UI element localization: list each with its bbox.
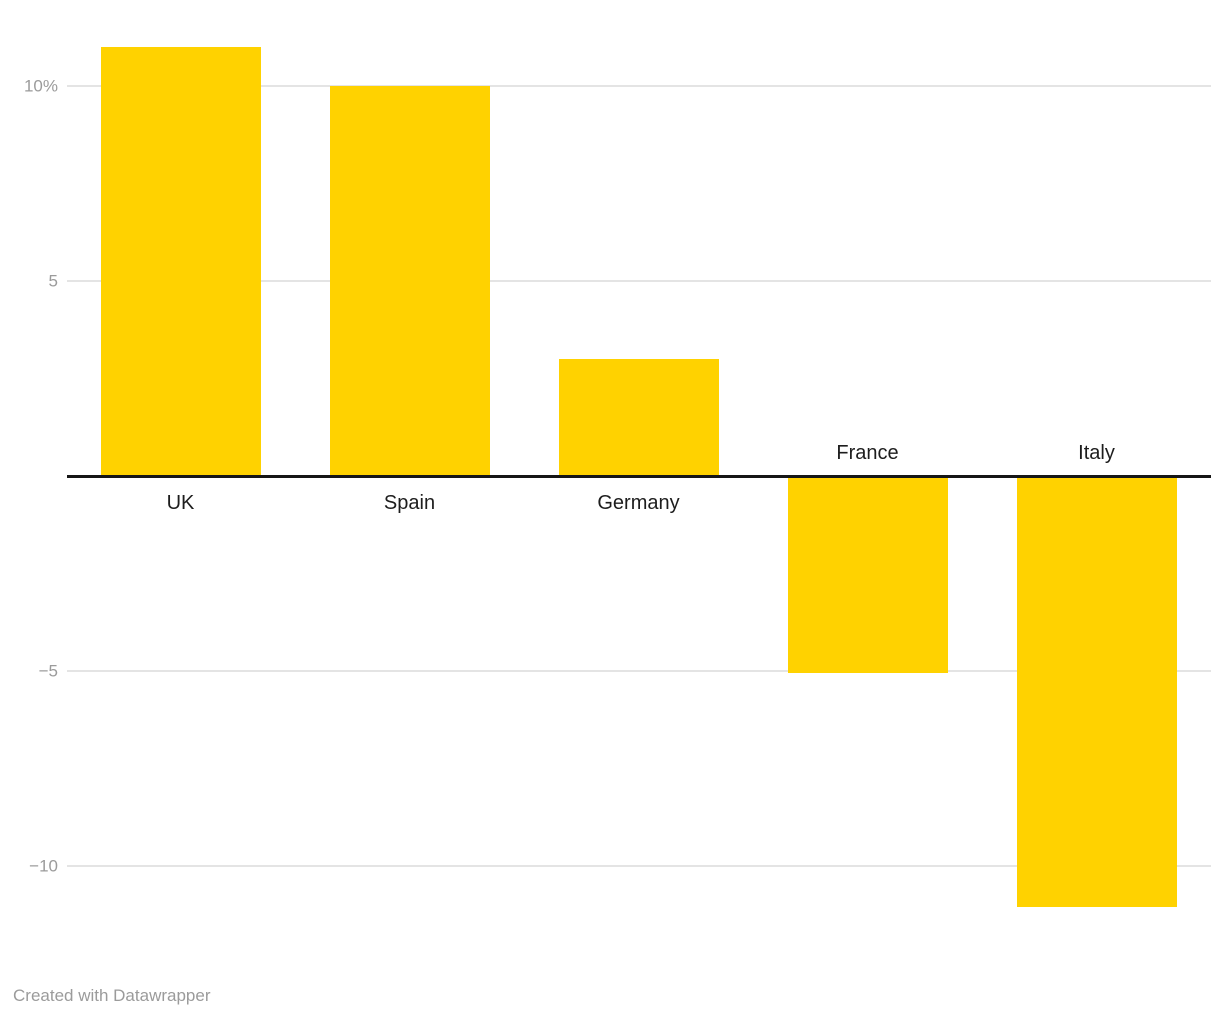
datawrapper-credit-link[interactable]: Created with Datawrapper [13,986,211,1005]
category-label-france: France [836,442,899,464]
bar-spain [329,86,490,475]
y-tick-label: 10% [23,76,58,96]
category-label-italy: Italy [1078,442,1115,464]
category-label-uk: UK [166,492,195,514]
category-label-germany: Germany [597,492,680,514]
gridline-y-10 [67,85,1211,87]
category-label-spain: Spain [383,492,436,514]
bar-italy [1016,477,1177,907]
y-tick-label: −5 [38,661,58,681]
bar-germany [558,359,719,475]
y-tick-label: −10 [29,856,58,876]
bar-uk [100,47,261,475]
gridline-y--5 [67,670,1211,672]
gridline-y-5 [67,280,1211,282]
gridline-y--10 [67,865,1211,867]
y-tick-label: 5 [48,271,58,291]
zero-baseline [67,475,1211,478]
bar-france [787,477,948,673]
